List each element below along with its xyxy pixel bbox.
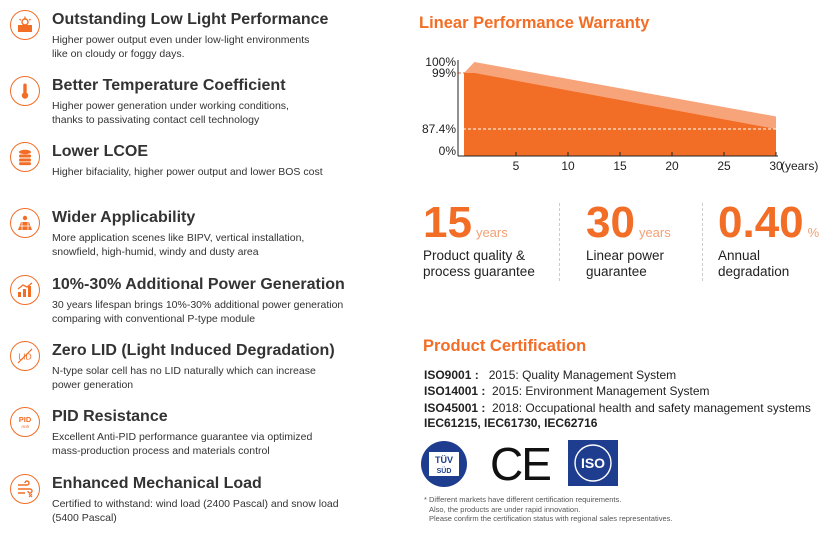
cert-iec: IEC61215, IEC61730, IEC62716: [424, 416, 598, 430]
stat-label: Annual degradation: [718, 248, 790, 279]
stat-unit: years: [475, 225, 508, 240]
warranty-chart: 100% 99% 87.4% 0% 5 10 15 20 25 30 (year…: [422, 55, 818, 173]
feature-desc: N-type solar cell has no LID naturally w…: [52, 365, 316, 391]
feature-title: PID Resistance: [52, 408, 168, 425]
cert-line: ISO9001 : 2015: Quality Management Syste…: [424, 368, 677, 382]
stat-value: 15: [423, 198, 472, 247]
solar-panel-icon: [10, 208, 40, 238]
x-axis-unit: (years): [781, 159, 818, 173]
svg-text:Anti: Anti: [20, 424, 30, 429]
feature-desc: Certified to withstand: wind load (2400 …: [52, 498, 339, 524]
feature-title: 10%-30% Additional Power Generation: [52, 276, 345, 293]
stat-divider: [702, 203, 703, 281]
cert-note: * Different markets have different certi…: [424, 495, 673, 523]
stat-label: Product quality & process guarantee: [423, 248, 535, 279]
coins-icon: [10, 142, 40, 172]
thermometer-icon: [10, 76, 40, 106]
feature-desc: Excellent Anti-PID performance guarantee…: [52, 431, 313, 457]
stat-unit: %: [807, 225, 820, 240]
tuv-logo: TÜV SÜD: [421, 441, 467, 487]
feature-title: Lower LCOE: [52, 143, 149, 160]
feature-desc: Higher power generation under working co…: [52, 100, 289, 126]
stat-product-guarantee: 15 years Product quality & process guarant…: [423, 200, 535, 280]
x-tick-label: 10: [561, 159, 575, 173]
warranty-title: Linear Performance Warranty: [419, 14, 650, 32]
stat-value: 0.40: [718, 198, 804, 247]
x-tick-label: 15: [613, 159, 627, 173]
x-tick-label: 25: [717, 159, 731, 173]
stat-annual-degradation: 0.40% Annual degradation: [718, 200, 819, 280]
feature-title: Enhanced Mechanical Load: [52, 475, 262, 492]
feature-desc: 30 years lifespan brings 10%-30% additio…: [52, 299, 344, 325]
feature-desc: Higher bifaciality, higher power output …: [52, 166, 323, 178]
sud-text: SÜD: [437, 466, 452, 475]
lid-icon: LID: [10, 341, 40, 371]
x-tick-label: 30: [769, 159, 783, 173]
feature-title: Better Temperature Coefficient: [52, 77, 286, 94]
tuv-text: TÜV: [435, 455, 453, 465]
sun-icon: [10, 10, 40, 40]
cert-line: ISO14001 : 2015: Environment Management …: [424, 384, 710, 398]
warranty-guaranteed-area: [464, 73, 776, 156]
ce-logo: CE: [490, 438, 552, 490]
y-tick-label: 0%: [439, 144, 457, 158]
feature-desc: Higher power output even under low-light…: [52, 34, 310, 60]
x-tick-label: 20: [665, 159, 679, 173]
feature-desc: More application scenes like BIPV, verti…: [52, 232, 305, 258]
feature-title: Zero LID (Light Induced Degradation): [52, 342, 335, 359]
stat-linear-guarantee: 30 years Linear power guarantee: [586, 200, 671, 280]
x-tick-label: 5: [513, 159, 520, 173]
iso-logo: ISO: [568, 440, 618, 486]
certification-title: Product Certification: [423, 337, 587, 355]
stat-divider: [559, 203, 560, 281]
wind-snow-icon: [10, 474, 40, 504]
iso-text: ISO: [581, 455, 605, 471]
cert-line: ISO45001 : 2018: Occupational health and…: [424, 401, 811, 415]
stat-value: 30: [586, 198, 635, 247]
power-chart-icon: [10, 275, 40, 305]
y-tick-label: 99%: [432, 66, 456, 80]
stat-unit: years: [638, 225, 671, 240]
feature-title: Wider Applicability: [52, 209, 196, 226]
stat-label: Linear power guarantee: [586, 248, 665, 279]
pid-icon: PID Anti: [10, 407, 40, 437]
y-tick-label: 100%: [425, 55, 456, 69]
svg-text:PID: PID: [19, 415, 32, 424]
feature-title: Outstanding Low Light Performance: [52, 11, 329, 28]
y-tick-label: 87.4%: [422, 122, 456, 136]
